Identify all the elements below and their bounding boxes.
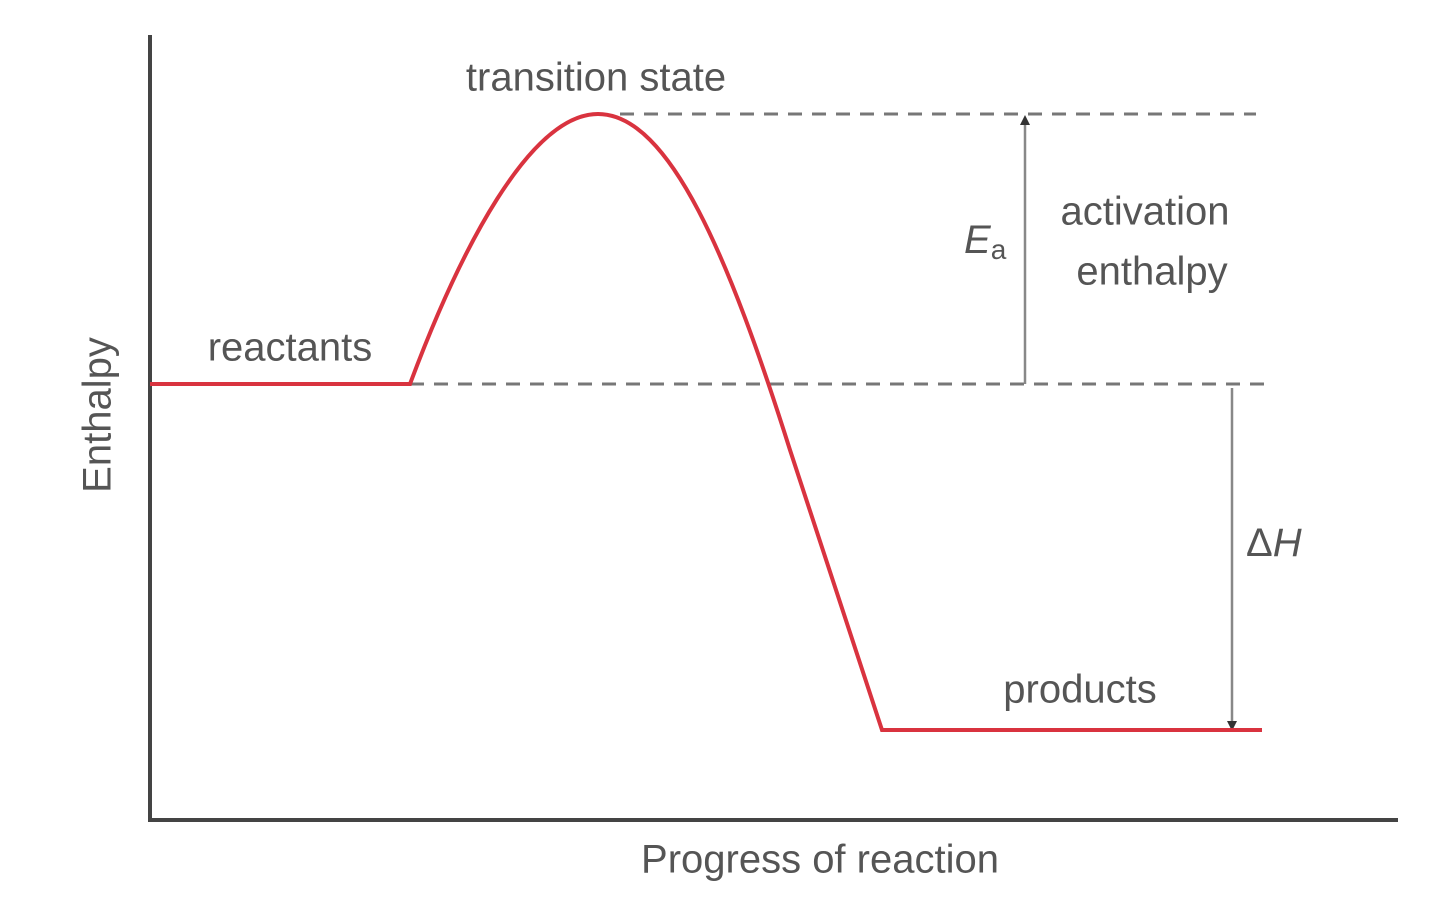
- ea-symbol: Ea: [964, 218, 1007, 266]
- ea-subscript: a: [991, 234, 1007, 265]
- products-label: products: [1003, 668, 1156, 712]
- delta-sign: Δ: [1246, 521, 1273, 565]
- activation-label: enthalpy: [1076, 250, 1227, 294]
- reaction-profile: [150, 111, 1262, 732]
- x-axis-label: Progress of reaction: [641, 838, 999, 882]
- ea-letter: E: [964, 218, 992, 262]
- delta-h-symbol: ΔH: [1246, 521, 1302, 565]
- y-axis-label: Enthalpy: [76, 337, 120, 493]
- h-letter: H: [1273, 521, 1302, 565]
- activation-label: activation: [1061, 190, 1230, 234]
- transition-state-label: transition state: [466, 56, 726, 100]
- reactants-label: reactants: [208, 326, 373, 370]
